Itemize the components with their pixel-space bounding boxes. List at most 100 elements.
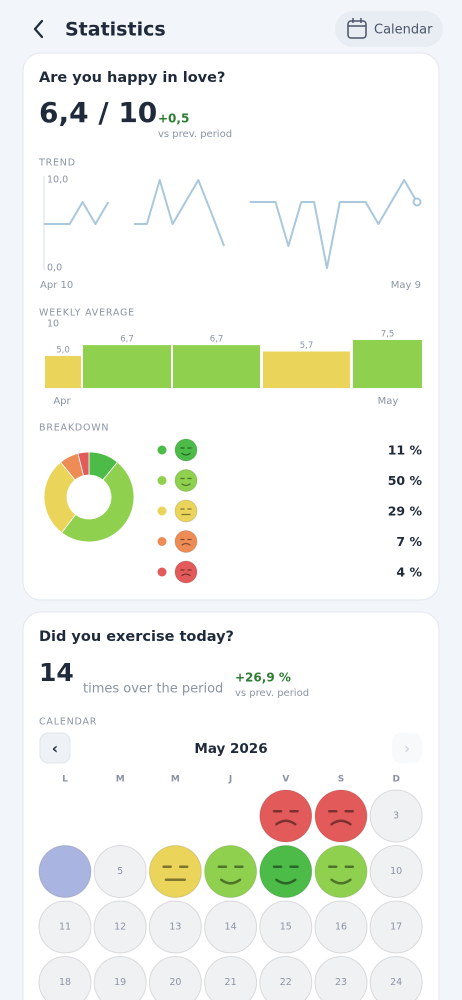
day-number: 11 bbox=[59, 922, 71, 933]
y-tick-label: 10,0 bbox=[47, 175, 68, 186]
calendar-button-label[interactable]: Calendar bbox=[374, 23, 433, 38]
mood-face bbox=[369, 845, 423, 898]
mood-face bbox=[369, 789, 423, 843]
face-mouth bbox=[181, 452, 191, 456]
mood-face bbox=[259, 900, 313, 954]
mood-face bbox=[174, 438, 198, 462]
mood-face bbox=[38, 845, 92, 898]
weekday-label: M bbox=[116, 775, 125, 785]
mood-face bbox=[204, 956, 258, 1000]
face-mouth bbox=[330, 819, 352, 826]
mood-face bbox=[259, 956, 313, 1000]
mood-face bbox=[174, 469, 198, 492]
mood-face bbox=[38, 900, 92, 954]
face-mouth bbox=[219, 878, 242, 885]
month-title: May 2026 bbox=[194, 741, 267, 757]
delta-note: vs prev. period bbox=[158, 129, 232, 140]
bar bbox=[45, 356, 81, 388]
delta-note: vs prev. period bbox=[235, 688, 309, 699]
prev-month-button[interactable] bbox=[39, 732, 71, 764]
face-mouth bbox=[330, 878, 352, 885]
mood-face bbox=[259, 845, 313, 898]
mood-face bbox=[93, 900, 147, 954]
mood-face bbox=[93, 956, 147, 1000]
y-tick-label: 0,0 bbox=[47, 263, 62, 274]
legend-value: 4 % bbox=[396, 565, 422, 580]
face-mouth bbox=[181, 483, 191, 487]
mood-face bbox=[314, 900, 368, 954]
mood-face bbox=[204, 900, 258, 954]
mood-face bbox=[93, 845, 147, 898]
y-tick-label: 10 bbox=[47, 319, 59, 330]
legend-value: 29 % bbox=[388, 504, 423, 519]
mood-face bbox=[148, 845, 202, 898]
mood-face bbox=[38, 956, 92, 1000]
x-tick-label: May bbox=[378, 396, 399, 407]
delta: +0,5 bbox=[158, 112, 189, 126]
count: 14 bbox=[39, 658, 74, 687]
score: 6,4 / 10 bbox=[39, 96, 157, 129]
mood-face bbox=[314, 845, 368, 898]
weekday-label: J bbox=[228, 775, 232, 785]
page-title: Statistics bbox=[65, 19, 166, 41]
mood-face bbox=[314, 956, 368, 1000]
value-label: 6,7 bbox=[210, 335, 224, 345]
mood-face bbox=[174, 499, 198, 523]
legend-value: 7 % bbox=[396, 534, 422, 549]
day-number: 19 bbox=[114, 977, 126, 988]
bar bbox=[263, 351, 350, 388]
mood-face bbox=[369, 900, 423, 954]
legend-dot bbox=[157, 476, 167, 485]
mood-face bbox=[204, 845, 258, 898]
face-mouth bbox=[181, 542, 191, 546]
day-number: 5 bbox=[117, 866, 123, 877]
x-start-label: Apr 10 bbox=[40, 280, 73, 291]
mood-face bbox=[314, 789, 368, 843]
next-month-icon[interactable]: › bbox=[404, 740, 410, 758]
legend-dot bbox=[157, 537, 167, 546]
legend-dot bbox=[157, 506, 167, 516]
day-number: 21 bbox=[225, 977, 237, 988]
prev-month-icon[interactable]: ‹ bbox=[52, 740, 58, 758]
face-mouth bbox=[275, 819, 297, 826]
donut-segment bbox=[61, 461, 135, 543]
value-label: 5,0 bbox=[56, 346, 70, 356]
trend-end-dot bbox=[412, 197, 422, 207]
legend-dot bbox=[157, 567, 167, 577]
day-number: 12 bbox=[114, 922, 126, 933]
legend-value: 11 % bbox=[388, 443, 423, 458]
day-number: 24 bbox=[390, 977, 402, 988]
day-number: 14 bbox=[225, 922, 237, 933]
back-button[interactable] bbox=[33, 19, 44, 39]
day-number: 18 bbox=[59, 977, 71, 988]
mood-face bbox=[259, 789, 313, 843]
value-label: 7,5 bbox=[381, 330, 395, 340]
next-month-button[interactable] bbox=[392, 733, 422, 763]
weekday-label: D bbox=[392, 775, 399, 785]
calendar-icon bbox=[347, 18, 367, 39]
mood-face bbox=[148, 956, 202, 1000]
day-number: 17 bbox=[390, 922, 402, 933]
bar bbox=[173, 345, 260, 388]
x-end-label: May 9 bbox=[391, 280, 421, 291]
section-label: WEEKLY AVERAGE bbox=[39, 308, 135, 319]
mood-face bbox=[174, 560, 198, 584]
weekday-label: L bbox=[62, 775, 68, 785]
weekday-label: S bbox=[338, 775, 344, 785]
bar bbox=[83, 345, 171, 388]
face-mouth bbox=[275, 878, 297, 885]
trend-line bbox=[134, 179, 226, 247]
question: Did you exercise today? bbox=[39, 629, 234, 645]
section-label: BREAKDOWN bbox=[39, 423, 109, 434]
legend-dot bbox=[157, 445, 167, 455]
section-label: CALENDAR bbox=[39, 717, 97, 728]
mood-face bbox=[148, 900, 202, 954]
day-number: 15 bbox=[280, 922, 292, 933]
legend-value: 50 % bbox=[388, 473, 423, 488]
count-note: times over the period bbox=[83, 682, 223, 697]
weekday-label: V bbox=[282, 775, 289, 785]
day-number: 13 bbox=[169, 922, 181, 933]
face-mouth bbox=[181, 573, 191, 577]
